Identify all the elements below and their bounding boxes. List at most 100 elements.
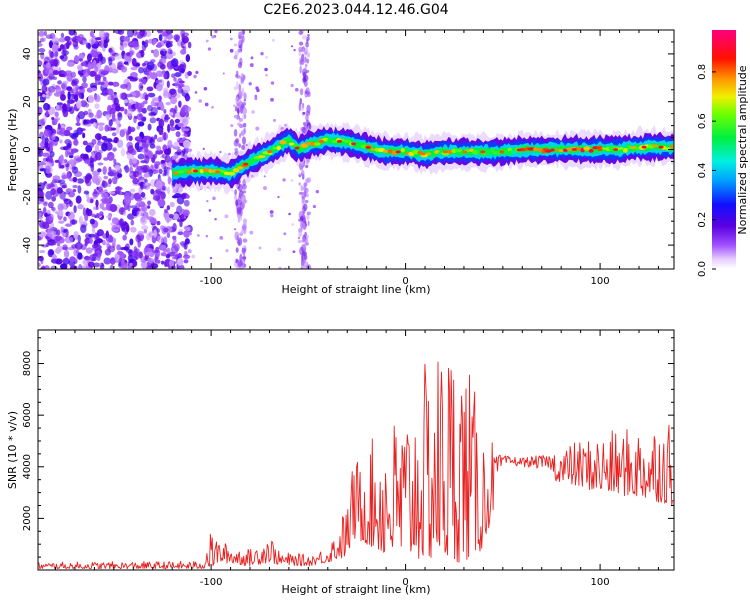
noise-blob (60, 32, 65, 39)
streak-blob (239, 132, 244, 137)
noise-blob (124, 108, 128, 115)
noise-blob (79, 53, 85, 59)
noise-blob (103, 32, 110, 38)
ridge-peak (462, 150, 468, 154)
noise-blob (42, 78, 50, 86)
noise-blob (105, 111, 111, 115)
noise-blob (117, 112, 123, 121)
streak-blob (241, 196, 246, 201)
noise-blob (150, 100, 155, 107)
noise-blob (134, 31, 143, 36)
x-tick-label: 0 (402, 276, 408, 287)
sparse-dot (306, 235, 309, 238)
sparse-dot (212, 196, 216, 201)
noise-blob (171, 58, 179, 68)
spectrogram-y-label: Frequency (Hz) (6, 109, 19, 192)
noise-blob (82, 132, 86, 139)
noise-blob (63, 216, 67, 222)
sparse-dot (242, 245, 245, 249)
ridge-spot (279, 139, 287, 145)
noise-blob (177, 139, 185, 143)
noise-blob (109, 169, 117, 177)
noise-blob (48, 249, 54, 256)
noise-blob (163, 36, 168, 43)
noise-blob (184, 116, 191, 121)
y-tick-label: 2000 (22, 506, 33, 531)
sparse-dot (208, 209, 212, 212)
ridge-spot (468, 148, 474, 153)
noise-blob (38, 30, 45, 37)
noise-blob (129, 262, 133, 267)
sparse-dot (254, 94, 258, 98)
ridge-spot (583, 146, 591, 151)
noise-blob (171, 73, 176, 78)
streak-blob (304, 191, 307, 198)
noise-blob (144, 39, 149, 45)
ridge-spot (425, 152, 432, 156)
noise-blob (38, 182, 45, 191)
noise-blob (128, 135, 133, 142)
streak-blob (243, 254, 246, 262)
noise-blob (78, 58, 84, 62)
noise-blob (131, 40, 140, 48)
noise-blob (130, 219, 135, 226)
sparse-dot (188, 232, 192, 236)
noise-blob (159, 63, 166, 70)
noise-blob (140, 215, 146, 223)
ridge-spot (493, 151, 501, 155)
sparse-dot (290, 45, 294, 48)
noise-blob (114, 53, 123, 60)
noise-blob (166, 247, 171, 253)
noise-blob (88, 112, 94, 118)
x-tick-label: -100 (200, 276, 223, 287)
noise-blob (110, 222, 115, 226)
noise-blob (58, 220, 65, 224)
noise-blob (166, 80, 170, 88)
noise-blob (57, 203, 64, 212)
colorbar-tick-label: 0.8 (697, 64, 708, 80)
noise-blob (59, 139, 63, 144)
streak-blob (298, 182, 301, 186)
noise-blob (39, 131, 45, 140)
streak-blob (307, 91, 311, 98)
noise-blob (183, 259, 189, 264)
noise-blob (96, 109, 103, 119)
noise-blob (136, 200, 141, 205)
noise-blob (66, 102, 71, 111)
noise-blob (106, 215, 112, 219)
noise-blob (44, 141, 49, 148)
sparse-dot (194, 91, 198, 94)
noise-blob (119, 92, 126, 100)
noise-blob (48, 85, 56, 93)
noise-blob (176, 257, 184, 267)
noise-blob (77, 34, 84, 39)
noise-blob (180, 194, 188, 200)
ridge-peak (499, 150, 505, 154)
noise-blob (163, 72, 168, 80)
sparse-dot (297, 236, 301, 240)
streak-blob (299, 246, 304, 256)
noise-blob (183, 128, 190, 132)
noise-blob (95, 206, 99, 210)
noise-blob (50, 188, 57, 196)
sparse-dot (249, 230, 254, 235)
streak-blob (305, 114, 309, 122)
ridge-peak (542, 148, 548, 151)
sparse-dot (248, 82, 252, 86)
noise-blob (136, 136, 142, 141)
noise-blob (68, 159, 75, 165)
noise-blob (92, 253, 98, 257)
noise-blob (91, 225, 96, 234)
noise-blob (111, 228, 120, 232)
noise-blob (60, 226, 64, 232)
noise-blob (164, 208, 168, 214)
noise-blob (72, 40, 79, 48)
noise-blob (59, 127, 67, 137)
sparse-dot (180, 84, 184, 88)
noise-blob (38, 60, 43, 67)
noise-blob (173, 76, 177, 82)
y-tick-label: 40 (22, 48, 33, 61)
noise-blob (146, 61, 155, 70)
sparse-dot (219, 150, 222, 154)
noise-blob (148, 231, 154, 238)
